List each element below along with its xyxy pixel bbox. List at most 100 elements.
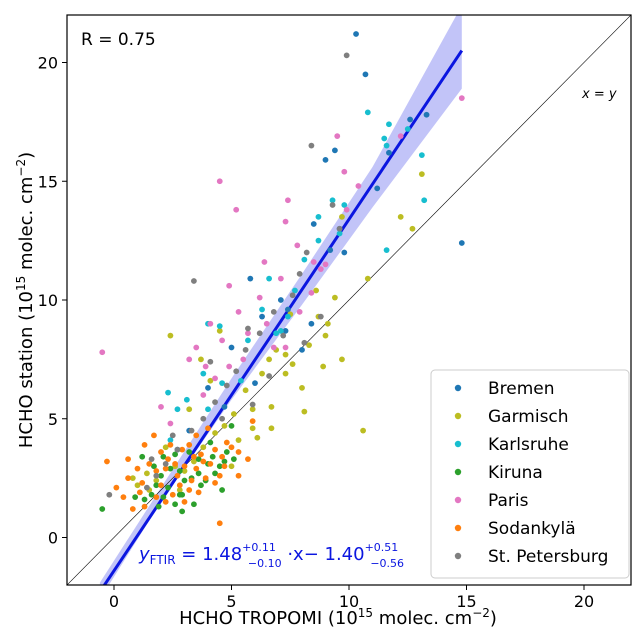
data-point-bremen <box>407 116 413 123</box>
legend-marker <box>454 524 462 532</box>
legend-item: Kiruna <box>454 463 543 483</box>
data-point-st-petersburg <box>106 491 113 498</box>
data-point-st-petersburg <box>207 358 214 365</box>
data-point-sodankyl- <box>125 475 131 482</box>
data-point-kiruna <box>179 508 186 515</box>
data-point-kiruna <box>172 501 179 508</box>
data-point-st-petersburg <box>308 142 315 149</box>
data-point-sodankyl- <box>158 482 164 489</box>
data-point-kiruna <box>195 456 202 463</box>
data-point-st-petersburg <box>188 427 195 434</box>
data-point-paris <box>226 282 233 289</box>
data-point-karlsruhe <box>301 256 308 263</box>
data-point-paris <box>216 178 223 185</box>
data-point-sodankyl- <box>200 458 207 465</box>
data-point-garmisch <box>320 363 327 370</box>
data-point-paris <box>397 133 404 140</box>
legend-item: Paris <box>454 491 529 511</box>
data-point-bremen <box>299 346 305 353</box>
data-point-karlsruhe <box>386 121 392 128</box>
data-point-sodankyl- <box>174 472 181 479</box>
data-point-karlsruhe <box>315 213 322 220</box>
data-point-kiruna <box>151 463 157 470</box>
data-point-st-petersburg <box>212 399 218 406</box>
data-point-garmisch <box>418 171 425 178</box>
data-point-paris <box>277 275 284 282</box>
data-point-sodankyl- <box>136 489 143 496</box>
data-point-sodankyl- <box>193 465 200 472</box>
data-point-karlsruhe <box>336 230 343 237</box>
data-point-karlsruhe <box>167 437 174 444</box>
legend-item: Bremen <box>454 379 555 399</box>
data-point-bremen <box>285 306 291 313</box>
data-point-sodankyl- <box>104 458 110 465</box>
data-point-bremen <box>252 380 258 387</box>
data-point-garmisch <box>324 320 331 327</box>
data-point-garmisch <box>228 463 235 470</box>
legend-marker <box>454 440 462 448</box>
data-point-st-petersburg <box>256 330 263 337</box>
data-point-garmisch <box>266 356 272 363</box>
data-point-sodankyl- <box>216 472 223 479</box>
data-point-sodankyl- <box>125 456 131 463</box>
data-point-paris <box>458 95 465 102</box>
data-point-st-petersburg <box>280 332 287 339</box>
data-point-bremen <box>205 384 211 391</box>
legend-item: Garmisch <box>454 407 569 427</box>
y-tick-label: 20 <box>38 54 58 73</box>
data-point-paris <box>334 133 341 140</box>
data-point-karlsruhe <box>364 109 371 116</box>
data-point-sodankyl- <box>193 432 200 439</box>
data-point-st-petersburg <box>153 472 160 479</box>
legend-label: Kiruna <box>488 463 543 483</box>
legend-item: Karlsruhe <box>454 435 569 455</box>
data-point-garmisch <box>242 387 249 394</box>
data-point-garmisch <box>322 332 329 339</box>
legend-box <box>430 369 630 579</box>
data-point-sodankyl- <box>235 449 242 455</box>
data-point-karlsruhe <box>341 202 348 208</box>
data-point-karlsruhe <box>383 247 390 254</box>
data-point-bremen <box>386 149 392 156</box>
y-tick-label: 0 <box>48 529 58 548</box>
data-point-st-petersburg <box>303 249 310 256</box>
data-point-karlsruhe <box>421 197 428 204</box>
legend-item: Sodankylä <box>454 519 576 539</box>
data-point-kiruna <box>223 449 230 455</box>
data-point-garmisch <box>153 477 160 484</box>
data-point-paris <box>99 349 106 356</box>
data-point-sodankyl- <box>113 484 120 491</box>
data-point-garmisch <box>176 487 183 493</box>
data-point-paris <box>285 197 291 204</box>
data-point-sodankyl- <box>249 418 256 425</box>
data-point-garmisch <box>397 213 404 220</box>
data-point-kiruna <box>209 453 216 460</box>
data-point-sodankyl- <box>141 503 148 510</box>
data-point-garmisch <box>167 332 174 339</box>
data-point-sodankyl- <box>207 460 214 467</box>
data-point-garmisch <box>332 294 338 301</box>
data-point-kiruna <box>158 472 164 479</box>
data-point-kiruna <box>139 453 146 460</box>
data-point-sodankyl- <box>181 463 188 470</box>
data-point-paris <box>343 206 350 213</box>
data-point-sodankyl- <box>158 449 164 455</box>
legend-marker <box>454 384 462 392</box>
data-point-sodankyl- <box>219 453 226 460</box>
data-point-bremen <box>277 297 284 303</box>
x-axis: 0 5 10 15 20 <box>109 585 594 611</box>
data-point-st-petersburg <box>301 339 308 346</box>
legend-label: Sodankylä <box>488 519 576 539</box>
regression-equation: yFTIR = 1.48+0.11 −0.10 ·x− 1.40+0.51 −0.5… <box>138 541 404 570</box>
data-point-st-petersburg <box>148 456 155 463</box>
data-point-sodankyl- <box>120 494 127 501</box>
data-point-karlsruhe <box>245 337 251 344</box>
data-point-sodankyl- <box>195 489 202 496</box>
data-point-st-petersburg <box>191 278 197 284</box>
data-point-bremen <box>332 147 338 154</box>
data-point-karlsruhe <box>238 377 244 384</box>
data-point-sodankyl- <box>146 460 153 467</box>
data-point-kiruna <box>165 484 171 491</box>
data-point-st-petersburg <box>174 446 181 453</box>
legend-item: St. Petersburg <box>454 547 608 567</box>
